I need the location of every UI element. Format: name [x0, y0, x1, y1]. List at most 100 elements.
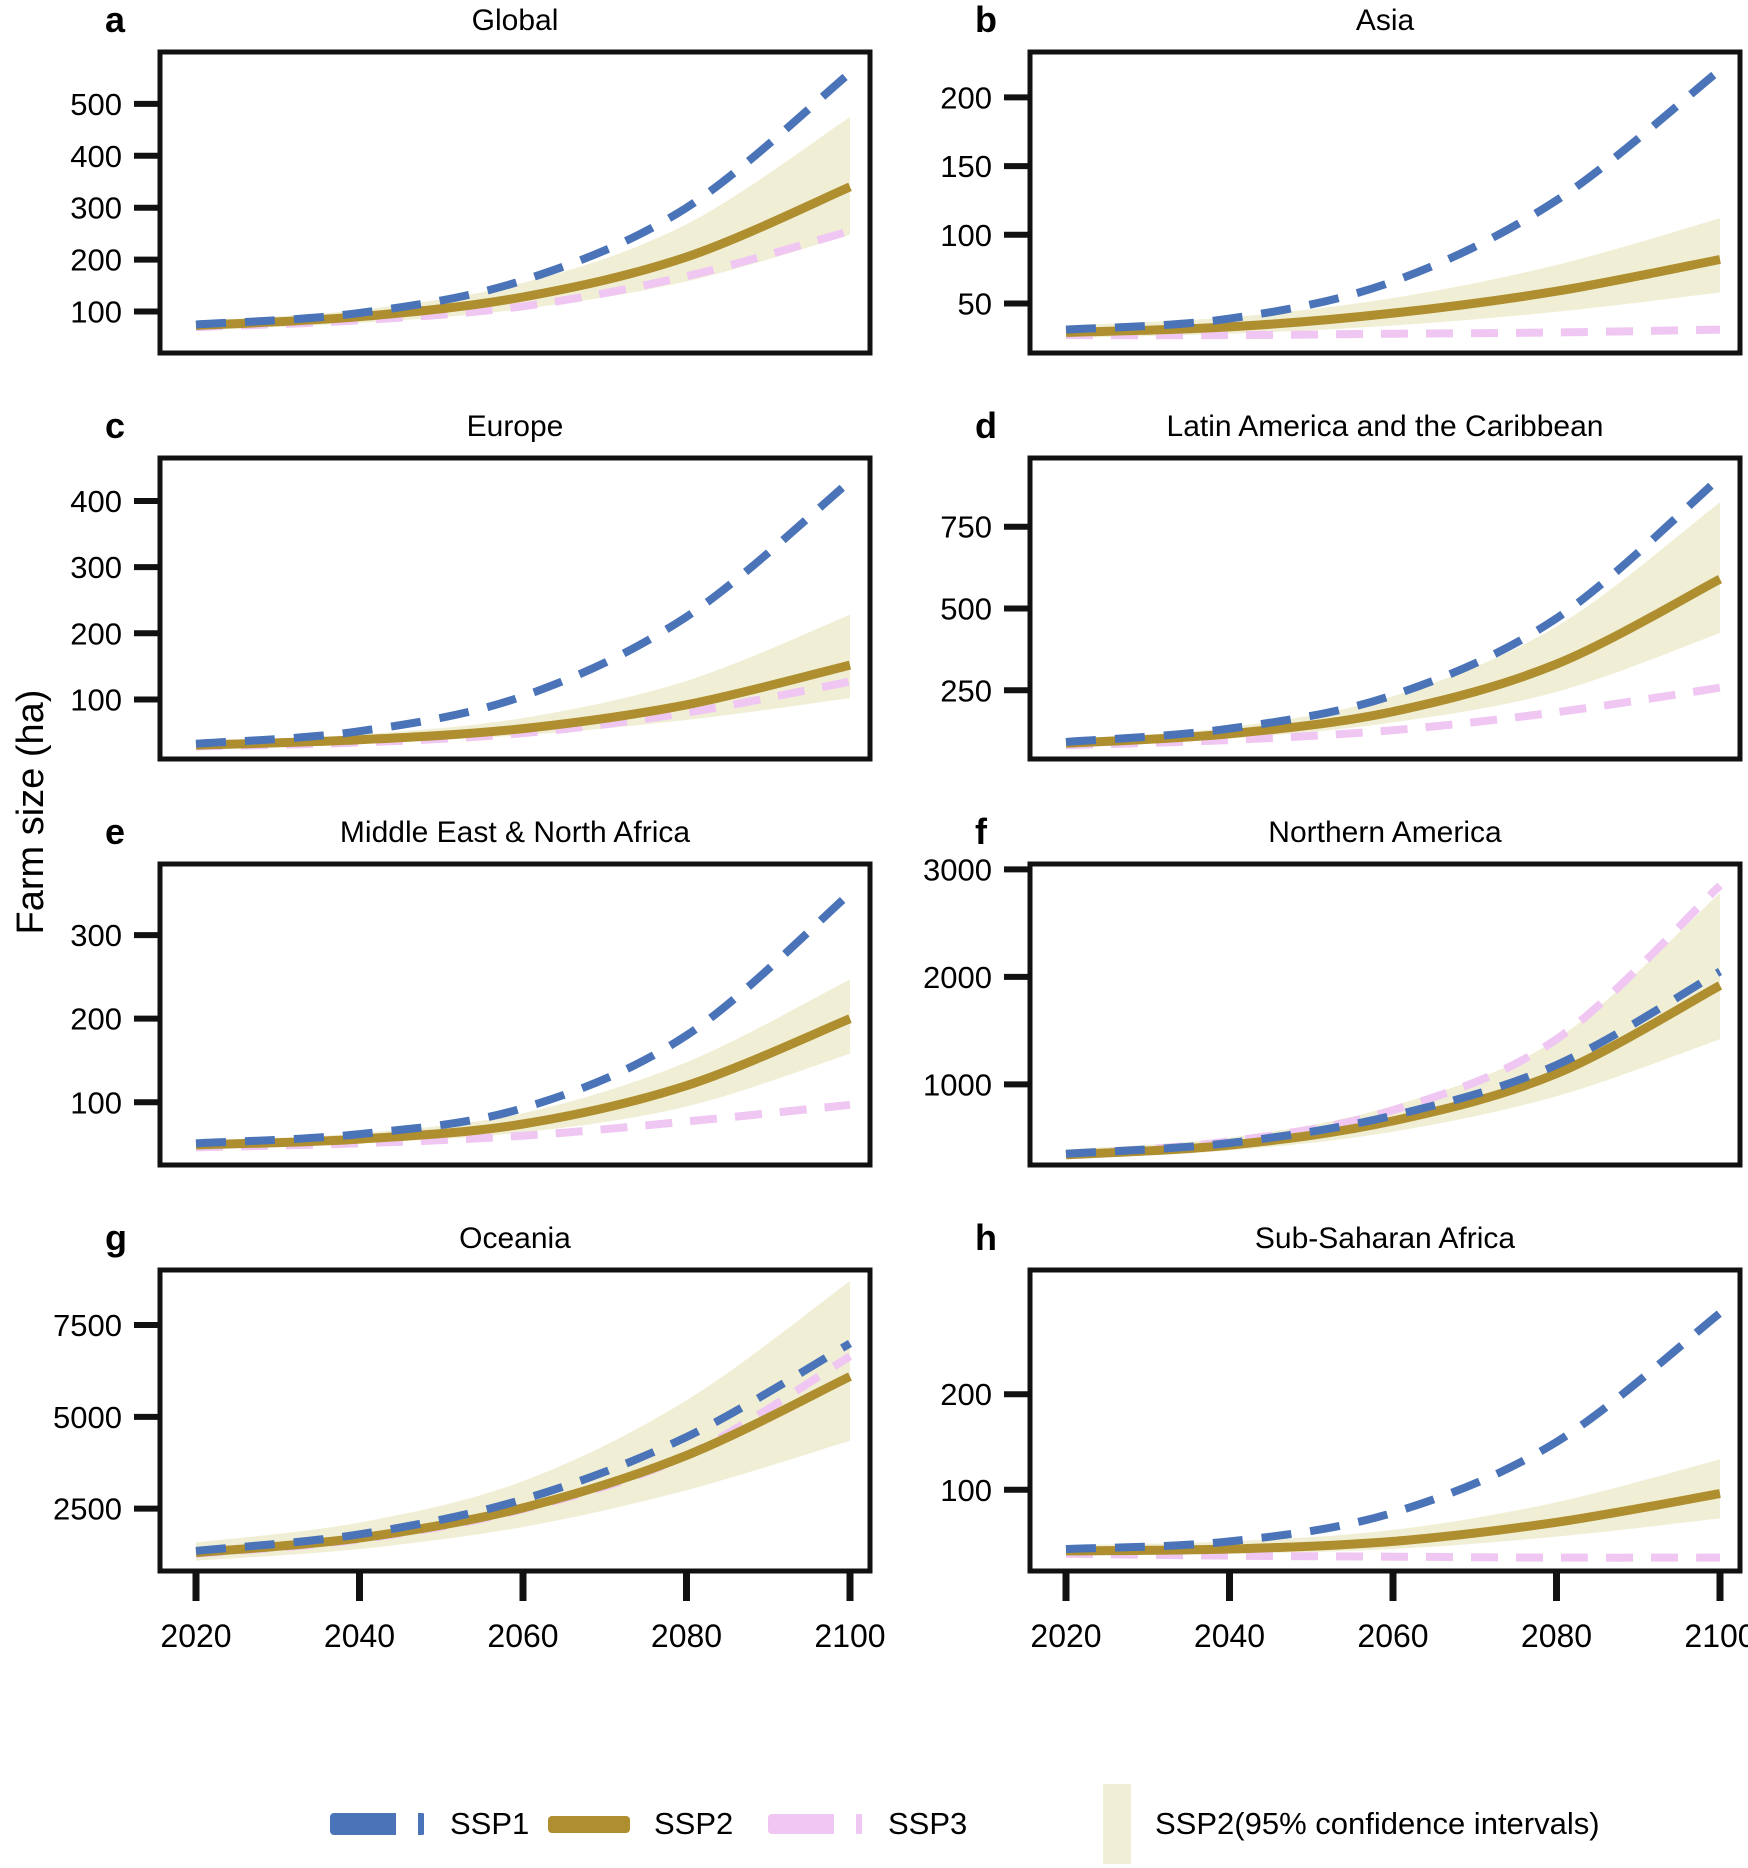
panel-title: Global	[472, 4, 559, 37]
y-tick-label: 200	[70, 616, 122, 651]
panel-b: b Asia 50 100 150 200	[880, 0, 1748, 453]
x-tick-label: 2020	[160, 1618, 231, 1654]
y-tick-label: 200	[940, 80, 992, 115]
panel-letter: e	[105, 811, 125, 852]
ssp2-line	[195, 660, 852, 750]
ssp1-line	[1065, 66, 1723, 334]
panel-letter: f	[975, 811, 988, 852]
y-tick-label: 200	[940, 1377, 992, 1412]
panel-title: Europe	[467, 410, 564, 443]
panel-e-plot: e Middle East & North Africa 100 200 300	[70, 811, 873, 1168]
panel-e: e Middle East & North Africa 100 200 300	[10, 811, 910, 1265]
legend-label-ssp2-ci: SSP2(95% confidence intervals)	[1155, 1806, 1600, 1841]
y-tick-label: 400	[70, 484, 122, 519]
ssp2-line	[1065, 255, 1721, 337]
y-tick-label: 5000	[53, 1400, 122, 1435]
ssp3-line	[1065, 882, 1723, 1159]
panel-c-plot: c Europe 100 200 300 400	[70, 405, 873, 762]
ssp3-line	[1065, 1549, 1721, 1562]
ssp3-dashed-line-swatch	[768, 1814, 864, 1834]
plot-border	[157, 455, 873, 762]
plot-border	[157, 861, 873, 1168]
ssp1-line	[195, 478, 853, 748]
panel-title: Latin America and the Caribbean	[1167, 410, 1604, 443]
y-tick-label: 7500	[53, 1308, 122, 1343]
panel-title: Middle East & North Africa	[340, 816, 690, 849]
ssp2-confidence-band	[196, 116, 850, 331]
panel-h-plot: h Sub-Saharan Africa 100 200 2020 2040 2060 208…	[940, 1217, 1748, 1654]
y-tick-label: 300	[70, 550, 122, 585]
plot-border	[1027, 861, 1743, 1168]
panel-letter: d	[975, 405, 997, 446]
y-tick-label: 300	[70, 918, 122, 953]
panel-title: Oceania	[459, 1222, 571, 1255]
ssp2-confidence-band	[196, 614, 850, 748]
panel-letter: c	[105, 405, 125, 446]
x-tick-label: 2100	[1684, 1618, 1748, 1654]
ssp1-dashed-line-swatch	[330, 1813, 426, 1835]
y-tick-label: 200	[70, 1002, 122, 1037]
x-tick-label: 2080	[1521, 1618, 1592, 1654]
ssp2-confidence-band	[1066, 893, 1720, 1159]
y-tick-label: 100	[70, 1085, 122, 1120]
x-tick-label: 2040	[1194, 1618, 1265, 1654]
ssp1-line	[195, 890, 853, 1148]
legend-item-ssp2-ci: SSP2(95% confidence intervals)	[1103, 1784, 1600, 1864]
x-tick-label: 2020	[1030, 1618, 1101, 1654]
panel-c: c Europe 100 200 300 400	[10, 405, 910, 859]
y-tick-label: 300	[70, 191, 122, 226]
y-tick-label: 100	[70, 294, 122, 329]
panel-letter: a	[105, 0, 126, 40]
panel-g: g Oceania 2500 5000 7500 2020 2040 2060 2080 2100	[10, 1217, 910, 1671]
legend-label-ssp1: SSP1	[450, 1806, 530, 1841]
y-tick-label: 100	[940, 1473, 992, 1508]
x-tick-label: 2080	[651, 1618, 722, 1654]
ssp1-line	[195, 1339, 852, 1555]
panel-title: Sub-Saharan Africa	[1255, 1222, 1515, 1255]
x-tick-label: 2060	[1357, 1618, 1428, 1654]
plot-border	[1027, 455, 1743, 762]
panel-a: a Global 100 200 300 400 500	[10, 0, 910, 453]
x-tick-label: 2040	[324, 1618, 395, 1654]
plot-border	[157, 1267, 873, 1574]
legend-label-ssp2: SSP2	[654, 1806, 734, 1841]
y-tick-label: 200	[70, 243, 122, 278]
y-tick-label: 750	[940, 510, 992, 545]
ssp2-ci-band-swatch	[1103, 1784, 1131, 1864]
panel-f: f Northern America 1000 2000 3000	[880, 811, 1748, 1265]
y-tick-label: 50	[958, 287, 992, 322]
legend-item-ssp2: SSP2	[548, 1806, 733, 1842]
y-tick-label: 250	[940, 673, 992, 708]
plot-border	[157, 49, 873, 356]
panel-d: d Latin America and the Caribbean 250 500 75…	[880, 405, 1748, 859]
x-tick-label: 2100	[814, 1618, 885, 1654]
plot-border	[1027, 49, 1743, 356]
panel-g-plot: g Oceania 2500 5000 7500 2020 2040 2060 2080 2100	[53, 1217, 886, 1654]
panel-letter: b	[975, 0, 997, 40]
panel-title: Northern America	[1268, 816, 1502, 849]
panel-f-plot: f Northern America 1000 2000 3000	[923, 811, 1743, 1168]
panel-title: Asia	[1356, 4, 1415, 37]
legend-item-ssp3: SSP3	[768, 1806, 967, 1842]
ssp1-line	[1065, 968, 1722, 1158]
panel-letter: h	[975, 1217, 997, 1258]
ssp2-confidence-band	[1066, 502, 1720, 747]
ssp1-line	[195, 69, 853, 329]
ssp2-confidence-band	[1066, 1459, 1720, 1556]
panel-d-plot: d Latin America and the Caribbean 250 500 75…	[940, 405, 1743, 762]
ssp1-line	[1065, 1309, 1723, 1553]
panel-letter: g	[105, 1217, 127, 1258]
ssp1-line	[1065, 474, 1723, 746]
y-tick-label: 100	[940, 218, 992, 253]
y-tick-label: 150	[940, 149, 992, 184]
x-tick-label: 2060	[487, 1618, 558, 1654]
legend-item-ssp1: SSP1	[330, 1806, 529, 1842]
y-tick-label: 3000	[923, 852, 992, 887]
ssp2-solid-line-swatch	[548, 1815, 630, 1833]
y-tick-label: 2500	[53, 1492, 122, 1527]
panel-b-plot: b Asia 50 100 150 200	[940, 0, 1743, 356]
panel-a-plot: a Global 100 200 300 400 500	[70, 0, 873, 356]
y-tick-label: 1000	[923, 1067, 992, 1102]
y-tick-label: 500	[70, 87, 122, 122]
legend-label-ssp3: SSP3	[888, 1806, 968, 1841]
